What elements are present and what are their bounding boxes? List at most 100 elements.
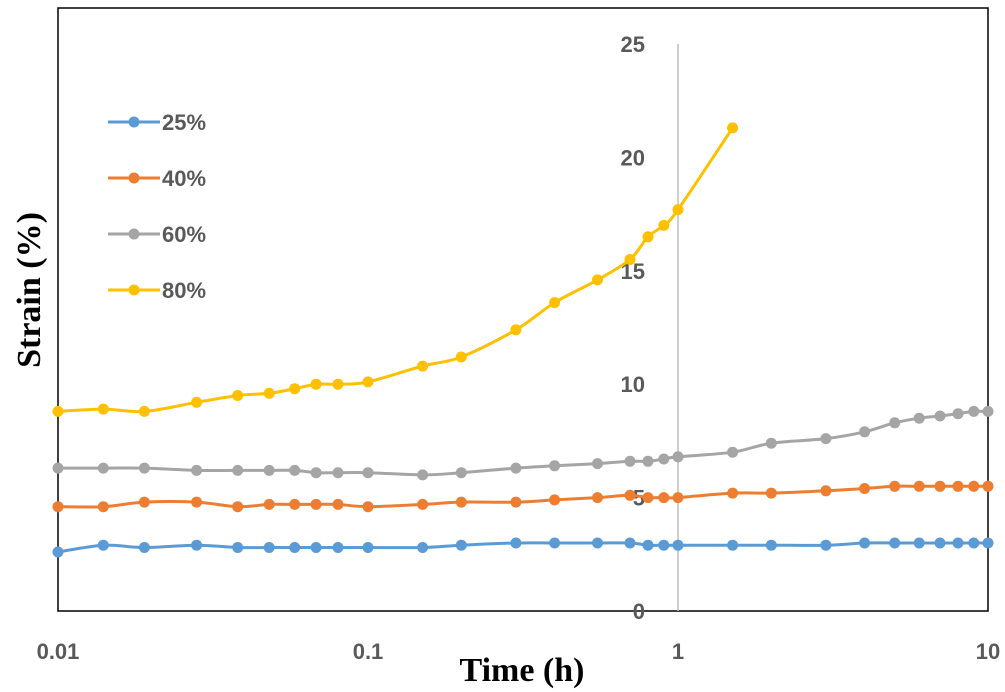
legend-marker <box>128 172 140 184</box>
data-point <box>455 539 467 551</box>
data-point <box>191 539 203 551</box>
data-point <box>952 537 964 549</box>
data-point <box>727 446 739 458</box>
data-point <box>934 537 946 549</box>
data-point <box>232 542 244 553</box>
data-point <box>549 494 561 506</box>
legend-label: 40% <box>162 166 206 191</box>
data-point <box>672 539 684 551</box>
data-point <box>138 496 150 508</box>
data-point <box>624 489 636 501</box>
data-point <box>952 480 964 492</box>
data-point <box>658 492 670 504</box>
data-point <box>138 542 150 553</box>
data-point <box>263 542 275 553</box>
legend-marker <box>128 116 140 128</box>
x-axis-title: Time (h) <box>460 652 585 689</box>
legend-label: 60% <box>162 222 206 247</box>
y-tick-label: 0 <box>633 599 645 624</box>
data-point <box>232 390 244 401</box>
data-point <box>232 501 244 513</box>
data-point <box>624 254 636 265</box>
data-point <box>52 501 64 513</box>
y-axis-title: Strain (%) <box>11 212 48 368</box>
data-point <box>362 542 374 553</box>
data-point <box>592 537 603 549</box>
data-point <box>52 405 64 417</box>
x-axis-tick-labels: 0.01 0.1 1 10 <box>37 639 1001 664</box>
x-tick-label: 0.01 <box>37 639 80 664</box>
data-point <box>658 219 670 231</box>
data-point <box>820 539 832 551</box>
data-point <box>310 467 322 479</box>
data-point <box>289 383 301 395</box>
data-point <box>417 360 429 372</box>
legend-label: 80% <box>162 278 206 303</box>
data-point <box>820 485 832 497</box>
series-layer <box>52 122 994 558</box>
data-point <box>549 460 561 472</box>
data-point <box>968 537 980 549</box>
data-point <box>310 542 322 553</box>
data-point <box>859 426 871 438</box>
data-point <box>672 451 684 463</box>
data-point <box>97 462 109 474</box>
data-point <box>982 405 994 417</box>
data-point <box>982 480 994 492</box>
data-point <box>968 480 980 492</box>
data-point <box>52 462 64 474</box>
data-point <box>417 498 429 510</box>
data-point <box>889 537 901 549</box>
legend-label: 25% <box>162 110 206 135</box>
data-point <box>765 437 777 449</box>
data-point <box>592 492 603 504</box>
data-point <box>510 462 522 474</box>
data-point <box>968 405 980 417</box>
data-point <box>289 464 301 476</box>
data-point <box>913 480 925 492</box>
data-point <box>624 455 636 467</box>
data-point <box>549 537 561 549</box>
data-point <box>332 467 344 479</box>
data-point <box>310 498 322 510</box>
data-point <box>362 376 374 388</box>
data-point <box>672 492 684 504</box>
data-point <box>289 498 301 510</box>
data-point <box>642 539 654 551</box>
x-tick-label: 0.1 <box>353 639 384 664</box>
data-point <box>191 396 203 408</box>
data-point <box>362 501 374 513</box>
data-point <box>417 469 429 481</box>
data-point <box>765 487 777 499</box>
data-point <box>592 274 603 286</box>
data-point <box>97 403 109 415</box>
data-point <box>52 546 64 558</box>
data-point <box>455 351 467 363</box>
data-point <box>191 464 203 476</box>
data-point <box>592 458 603 470</box>
data-point <box>289 542 301 553</box>
data-point <box>510 537 522 549</box>
x-tick-label: 10 <box>976 639 1000 664</box>
data-point <box>727 487 739 499</box>
data-point <box>332 498 344 510</box>
data-point <box>934 480 946 492</box>
data-point <box>672 204 684 216</box>
data-point <box>913 537 925 549</box>
data-point <box>263 387 275 399</box>
data-point <box>934 410 946 422</box>
data-point <box>642 231 654 243</box>
data-point <box>642 455 654 467</box>
data-point <box>889 417 901 429</box>
data-point <box>727 539 739 551</box>
data-point <box>913 412 925 424</box>
data-point <box>263 464 275 476</box>
data-point <box>765 539 777 551</box>
data-point <box>191 496 203 508</box>
data-point <box>232 464 244 476</box>
data-point <box>263 498 275 510</box>
data-point <box>952 408 964 420</box>
data-point <box>362 467 374 479</box>
x-tick-label: 1 <box>672 639 684 664</box>
